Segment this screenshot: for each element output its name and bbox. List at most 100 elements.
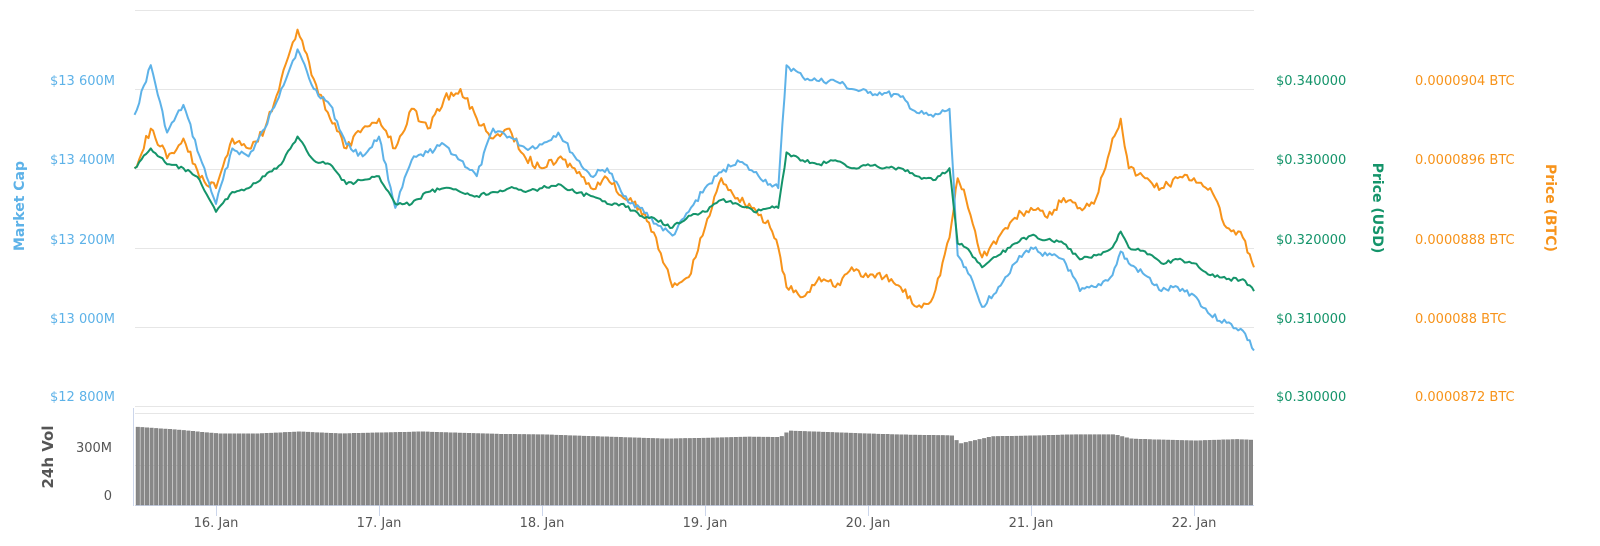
volume-bar[interactable] (641, 437, 646, 506)
volume-bar[interactable] (954, 440, 959, 506)
volume-bar[interactable] (1110, 434, 1115, 506)
volume-bar[interactable] (1166, 439, 1171, 506)
volume-bar[interactable] (1115, 435, 1120, 506)
volume-bar[interactable] (1041, 435, 1046, 506)
volume-bar[interactable] (480, 433, 485, 506)
volume-bar[interactable] (1216, 439, 1221, 506)
volume-bar[interactable] (922, 435, 927, 506)
volume-bar[interactable] (255, 433, 260, 506)
volume-bar[interactable] (177, 429, 182, 506)
volume-bar[interactable] (1101, 434, 1106, 506)
volume-bar[interactable] (342, 433, 347, 506)
volume-bar[interactable] (1179, 440, 1184, 506)
volume-bar[interactable] (416, 431, 421, 506)
volume-bar[interactable] (471, 433, 476, 506)
volume-bar[interactable] (1087, 434, 1092, 506)
volume-bar[interactable] (770, 437, 775, 506)
volume-bar[interactable] (563, 435, 568, 506)
volume-bar[interactable] (292, 431, 297, 506)
volume-bar[interactable] (996, 436, 1001, 506)
volume-bar[interactable] (1147, 439, 1152, 506)
volume-bar[interactable] (522, 434, 527, 506)
volume-bar[interactable] (379, 432, 384, 506)
volume-bar[interactable] (158, 428, 163, 506)
volume-bar[interactable] (1120, 436, 1125, 506)
volume-bar[interactable] (1083, 434, 1088, 506)
volume-bar[interactable] (393, 432, 398, 506)
volume-bar[interactable] (913, 434, 918, 506)
volume-bar[interactable] (513, 434, 518, 506)
volume-bar[interactable] (499, 434, 504, 506)
volume-bar[interactable] (940, 435, 945, 506)
volume-bar[interactable] (324, 432, 329, 506)
volume-bar[interactable] (867, 433, 872, 506)
volume-bar[interactable] (439, 432, 444, 506)
volume-bar[interactable] (858, 433, 863, 506)
volume-bar[interactable] (733, 437, 738, 506)
volume-bar[interactable] (1078, 434, 1083, 506)
volume-bar[interactable] (628, 437, 633, 506)
volume-bar[interactable] (609, 436, 614, 506)
volume-bar[interactable] (904, 434, 909, 506)
volume-bar[interactable] (1051, 435, 1056, 506)
volume-bar[interactable] (605, 436, 610, 506)
volume-bar[interactable] (674, 438, 679, 506)
volume-bar[interactable] (370, 432, 375, 506)
volume-bar[interactable] (140, 427, 145, 506)
volume-bar[interactable] (1014, 435, 1019, 506)
volume-bar[interactable] (421, 431, 426, 506)
volume-bar[interactable] (1023, 435, 1028, 506)
volume-bar[interactable] (190, 431, 195, 506)
volume-bar[interactable] (885, 434, 890, 506)
volume-bar[interactable] (807, 431, 812, 506)
volume-bar[interactable] (669, 438, 674, 506)
volume-bar[interactable] (991, 436, 996, 506)
volume-bar[interactable] (595, 436, 600, 506)
volume-bar[interactable] (536, 434, 541, 506)
volume-bar[interactable] (1037, 435, 1042, 506)
volume-bar[interactable] (894, 434, 899, 506)
volume-bar[interactable] (982, 438, 987, 506)
volume-bar[interactable] (1248, 439, 1253, 506)
volume-bar[interactable] (1060, 434, 1065, 506)
volume-bar[interactable] (172, 429, 177, 506)
volume-bar[interactable] (448, 432, 453, 506)
volume-bar[interactable] (209, 432, 214, 506)
volume-bar[interactable] (250, 433, 255, 506)
volume-bar[interactable] (315, 432, 320, 506)
volume-bar[interactable] (236, 433, 241, 506)
volume-bar[interactable] (706, 437, 711, 506)
volume-bar[interactable] (213, 433, 218, 506)
volume-bar[interactable] (1230, 439, 1235, 506)
volume-bar[interactable] (310, 432, 315, 506)
volume-bar[interactable] (908, 434, 913, 506)
volume-bar[interactable] (862, 433, 867, 506)
volume-bar[interactable] (1000, 436, 1005, 506)
volume-bar[interactable] (761, 436, 766, 506)
volume-bar[interactable] (352, 433, 357, 506)
volume-bar[interactable] (936, 435, 941, 506)
volume-bar[interactable] (278, 432, 283, 506)
volume-bar[interactable] (1225, 439, 1230, 506)
volume-bar[interactable] (655, 438, 660, 506)
volume-bar[interactable] (1133, 438, 1138, 506)
volume-bar[interactable] (467, 433, 472, 506)
volume-bar[interactable] (1028, 435, 1033, 506)
price-btc-line[interactable] (133, 28, 1255, 309)
volume-bar[interactable] (577, 435, 582, 506)
volume-bar[interactable] (453, 432, 458, 506)
volume-bar[interactable] (1202, 440, 1207, 506)
volume-bar[interactable] (1032, 435, 1037, 506)
volume-bar[interactable] (246, 433, 251, 506)
volume-bar[interactable] (881, 434, 886, 506)
volume-bar[interactable] (1046, 435, 1051, 506)
volume-bar[interactable] (434, 432, 439, 506)
volume-bar[interactable] (1170, 439, 1175, 506)
volume-bar[interactable] (1009, 436, 1014, 506)
volume-bar[interactable] (802, 431, 807, 506)
volume-bar[interactable] (973, 440, 978, 506)
volume-bar[interactable] (651, 438, 656, 506)
volume-bar[interactable] (692, 438, 697, 506)
volume-bar[interactable] (1189, 440, 1194, 506)
volume-bar[interactable] (1235, 439, 1240, 506)
